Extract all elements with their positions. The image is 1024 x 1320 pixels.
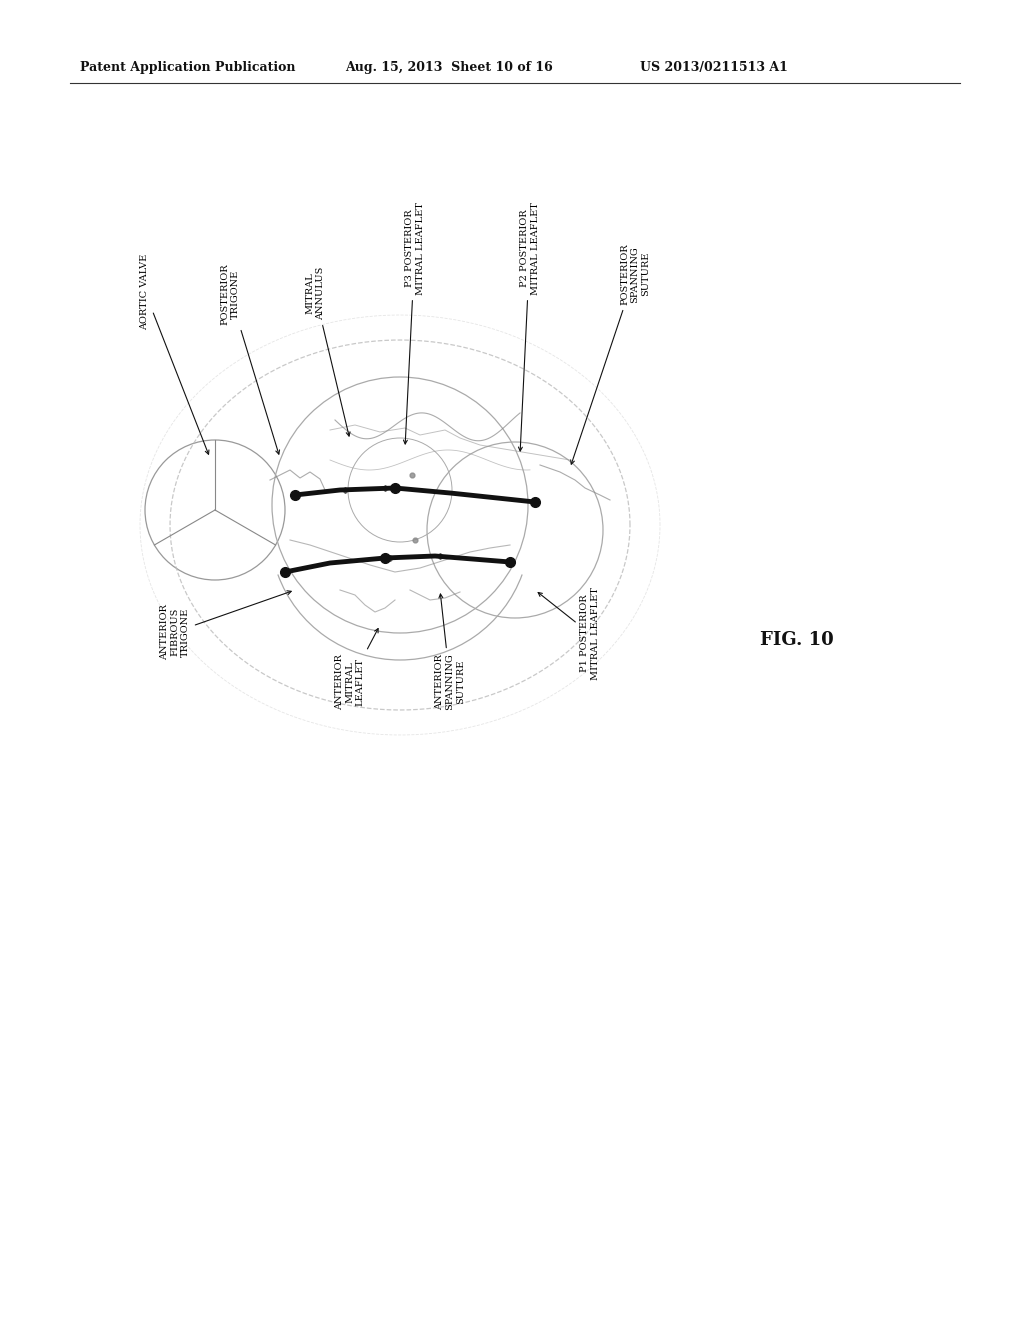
Text: ANTERIOR
FIBROUS
TRIGONE: ANTERIOR FIBROUS TRIGONE <box>160 591 291 660</box>
Text: MITRAL
ANNULUS: MITRAL ANNULUS <box>305 267 350 436</box>
Text: Aug. 15, 2013  Sheet 10 of 16: Aug. 15, 2013 Sheet 10 of 16 <box>345 62 553 74</box>
Text: FIG. 10: FIG. 10 <box>760 631 834 649</box>
Text: Patent Application Publication: Patent Application Publication <box>80 62 296 74</box>
Text: POSTERIOR
TRIGONE: POSTERIOR TRIGONE <box>220 264 280 454</box>
Text: P3 POSTERIOR
MITRAL LEAFLET: P3 POSTERIOR MITRAL LEAFLET <box>403 202 425 444</box>
Text: AORTIC VALVE: AORTIC VALVE <box>140 253 209 454</box>
Text: POSTERIOR
SPANNING
SUTURE: POSTERIOR SPANNING SUTURE <box>570 243 650 465</box>
Text: ANTERIOR
SPANNING
SUTURE: ANTERIOR SPANNING SUTURE <box>435 594 465 710</box>
Text: P1 POSTERIOR
MITRAL LEAFLET: P1 POSTERIOR MITRAL LEAFLET <box>539 587 600 680</box>
Text: P2 POSTERIOR
MITRAL LEAFLET: P2 POSTERIOR MITRAL LEAFLET <box>518 202 540 451</box>
Text: ANTERIOR
MITRAL
LEAFLET: ANTERIOR MITRAL LEAFLET <box>335 628 378 710</box>
Text: US 2013/0211513 A1: US 2013/0211513 A1 <box>640 62 787 74</box>
